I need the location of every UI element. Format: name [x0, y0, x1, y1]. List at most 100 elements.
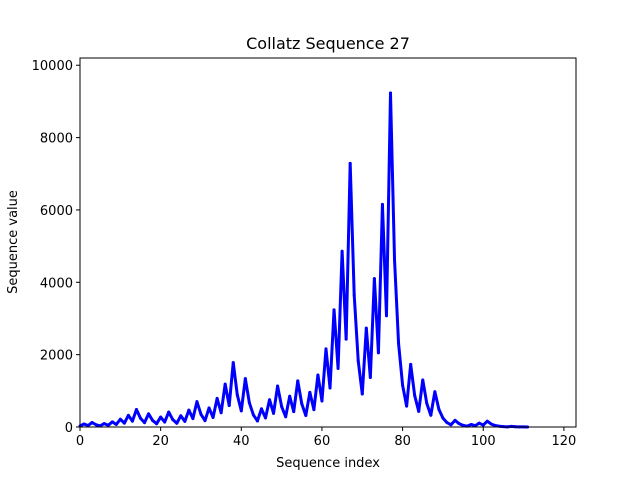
data-point — [300, 402, 304, 406]
data-point — [280, 405, 284, 409]
x-tick-label: 120 — [551, 434, 576, 449]
data-point — [344, 337, 348, 341]
data-point — [469, 422, 473, 426]
chart-title: Collatz Sequence 27 — [246, 34, 410, 53]
data-point — [340, 249, 344, 253]
data-point — [453, 418, 457, 422]
data-point — [457, 422, 461, 426]
data-point — [227, 404, 231, 408]
data-point — [332, 308, 336, 312]
x-axis-title: Sequence index — [276, 456, 380, 471]
data-point — [243, 377, 247, 381]
data-point — [425, 401, 429, 405]
data-point — [284, 415, 288, 419]
data-point — [264, 416, 267, 420]
data-point — [433, 390, 437, 394]
data-point — [288, 394, 292, 398]
data-point — [276, 384, 280, 388]
data-point — [380, 202, 384, 206]
data-point — [167, 410, 171, 414]
data-point — [223, 382, 227, 386]
data-point — [296, 379, 300, 383]
data-point — [251, 413, 255, 417]
y-tick-label: 2000 — [40, 349, 73, 364]
data-point — [199, 412, 203, 416]
data-point — [155, 422, 159, 426]
data-point — [215, 396, 219, 400]
data-point — [372, 277, 376, 281]
data-point — [352, 293, 356, 297]
x-tick-label: 80 — [394, 434, 411, 449]
data-point — [441, 416, 445, 420]
data-point — [393, 258, 397, 262]
data-point — [328, 386, 332, 390]
data-point — [130, 419, 134, 423]
data-point — [191, 417, 195, 421]
data-point — [114, 422, 118, 426]
data-point — [481, 423, 485, 427]
x-tick-label: 20 — [152, 434, 169, 449]
data-point — [143, 421, 147, 425]
data-point — [364, 326, 368, 330]
data-point — [82, 422, 86, 426]
axes-frame — [79, 57, 577, 428]
data-point — [312, 408, 316, 412]
data-point — [247, 401, 251, 405]
y-tick-label: 10000 — [32, 59, 73, 74]
data-point — [235, 393, 239, 397]
x-tick-label: 0 — [76, 434, 84, 449]
data-point — [437, 407, 441, 411]
data-point — [138, 416, 142, 420]
data-point — [389, 91, 392, 95]
data-point — [147, 412, 151, 416]
data-point — [368, 376, 372, 380]
data-point — [86, 424, 90, 428]
data-point — [118, 417, 122, 421]
data-point — [134, 407, 138, 411]
x-tick-label: 40 — [233, 434, 250, 449]
data-point — [384, 314, 388, 318]
data-point — [90, 421, 94, 425]
data-point — [259, 407, 263, 411]
data-point — [211, 415, 215, 419]
data-point — [473, 424, 477, 428]
data-point — [324, 347, 328, 351]
data-point — [421, 378, 425, 382]
y-tick-label: 0 — [65, 421, 73, 436]
data-point — [417, 409, 421, 413]
data-point — [493, 424, 497, 428]
data-point — [159, 415, 163, 419]
data-point — [163, 420, 167, 424]
data-point — [477, 421, 481, 425]
x-tick-label: 100 — [471, 434, 496, 449]
data-point — [360, 392, 364, 396]
data-point — [429, 413, 433, 417]
data-point — [485, 419, 489, 423]
data-point — [175, 421, 179, 425]
data-point — [405, 404, 409, 408]
data-point — [106, 423, 110, 427]
data-point — [292, 410, 296, 414]
y-axis-title: Sequence value — [6, 190, 21, 294]
data-point — [336, 366, 340, 370]
data-point — [449, 423, 453, 427]
plot-area — [78, 91, 530, 429]
y-tick-label: 4000 — [40, 276, 73, 291]
data-point — [255, 419, 259, 423]
data-point — [316, 373, 320, 377]
data-point — [272, 411, 276, 415]
data-point — [94, 423, 98, 427]
data-point — [461, 423, 465, 427]
y-tick-label: 6000 — [40, 204, 73, 219]
data-point — [397, 342, 401, 345]
y-tick-label: 8000 — [40, 132, 73, 147]
data-point — [348, 161, 352, 165]
series-line — [79, 91, 528, 429]
data-point — [231, 361, 235, 365]
data-point — [219, 411, 223, 415]
data-point — [126, 413, 130, 417]
data-point — [239, 409, 243, 413]
data-point — [489, 422, 493, 426]
x-tick-label: 60 — [314, 434, 331, 449]
